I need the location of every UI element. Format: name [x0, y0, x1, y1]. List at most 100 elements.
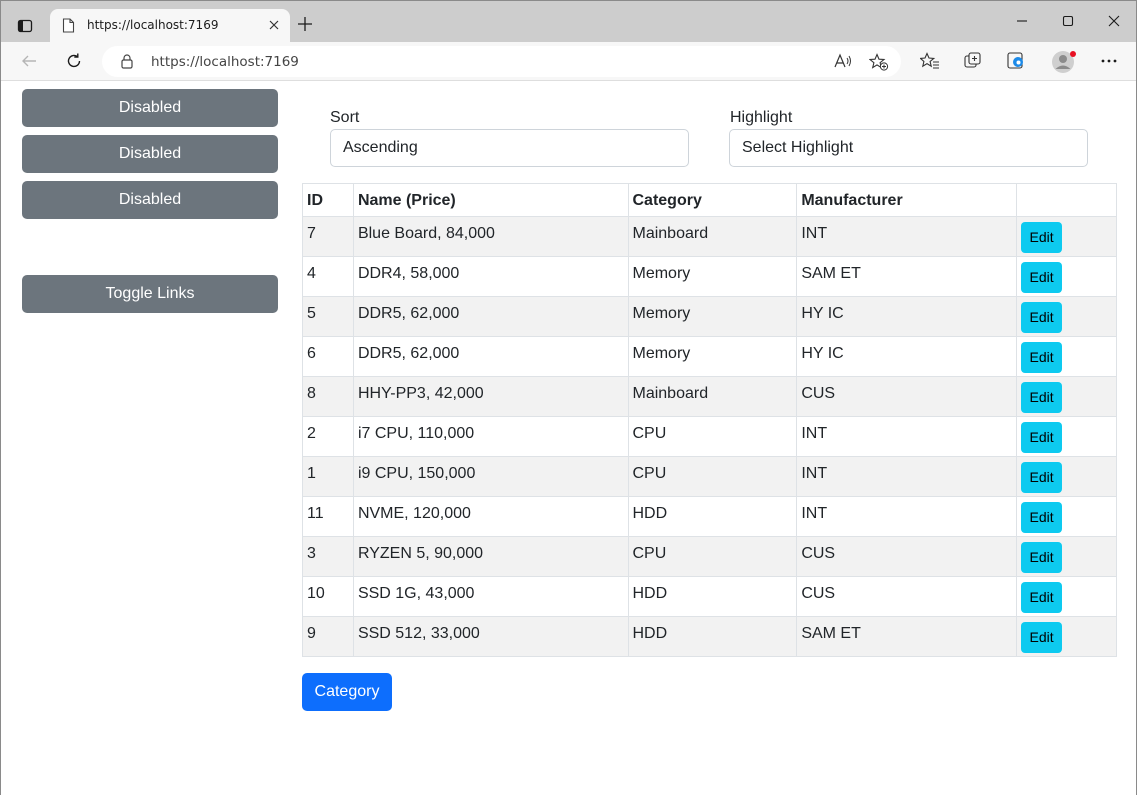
cell-manufacturer: SAM ET: [796, 616, 1018, 657]
favorites-icon[interactable]: [919, 52, 940, 75]
disabled-button-1[interactable]: Disabled: [22, 89, 278, 127]
address-bar[interactable]: https://localhost:7169: [102, 46, 901, 77]
table-row: 1 i9 CPU, 150,000 CPU INT Edit: [302, 456, 1117, 497]
cell-actions: Edit: [1016, 376, 1117, 417]
window-close-icon[interactable]: [1107, 13, 1121, 34]
cell-id: 2: [302, 416, 354, 457]
edit-button[interactable]: Edit: [1021, 502, 1063, 533]
maximize-icon[interactable]: [1062, 13, 1074, 34]
cell-id: 11: [302, 496, 354, 537]
table-row: 3 RYZEN 5, 90,000 CPU CUS Edit: [302, 536, 1117, 577]
edit-button[interactable]: Edit: [1021, 422, 1063, 453]
back-icon[interactable]: [20, 52, 38, 75]
cell-name: DDR5, 62,000: [352, 336, 629, 377]
cell-category: HDD: [627, 576, 798, 617]
cell-name: Blue Board, 84,000: [352, 216, 629, 257]
cell-name: i7 CPU, 110,000: [352, 416, 629, 457]
cell-manufacturer: CUS: [796, 576, 1018, 617]
cell-manufacturer: INT: [796, 216, 1018, 257]
cell-id: 4: [302, 256, 354, 297]
tab-actions-icon[interactable]: [10, 12, 40, 40]
minimize-icon[interactable]: [1016, 13, 1028, 34]
cell-actions: Edit: [1016, 496, 1117, 537]
cell-category: HDD: [627, 496, 798, 537]
table-row: 5 DDR5, 62,000 Memory HY IC Edit: [302, 296, 1117, 337]
table-header-row: ID Name (Price) Category Manufacturer: [302, 183, 1117, 217]
edge-extension-icon[interactable]: [1007, 52, 1027, 75]
cell-category: Memory: [627, 296, 798, 337]
cell-actions: Edit: [1016, 216, 1117, 257]
cell-id: 3: [302, 536, 354, 577]
cell-category: Memory: [627, 336, 798, 377]
table-row: 2 i7 CPU, 110,000 CPU INT Edit: [302, 416, 1117, 457]
cell-category: Mainboard: [627, 216, 798, 257]
browser-toolbar: https://localhost:7169: [1, 42, 1136, 81]
cell-actions: Edit: [1016, 256, 1117, 297]
close-tab-icon[interactable]: [268, 18, 280, 36]
highlight-select[interactable]: Select Highlight: [729, 129, 1088, 167]
cell-manufacturer: HY IC: [796, 296, 1018, 337]
cell-name: DDR5, 62,000: [352, 296, 629, 337]
cell-category: CPU: [627, 416, 798, 457]
cell-name: i9 CPU, 150,000: [352, 456, 629, 497]
cell-actions: Edit: [1016, 576, 1117, 617]
cell-category: CPU: [627, 456, 798, 497]
more-options-icon[interactable]: [1100, 52, 1118, 75]
edit-button[interactable]: Edit: [1021, 262, 1063, 293]
edit-button[interactable]: Edit: [1021, 622, 1063, 653]
edit-button[interactable]: Edit: [1021, 382, 1063, 413]
url-text[interactable]: https://localhost:7169: [151, 54, 299, 70]
cell-category: Mainboard: [627, 376, 798, 417]
lock-icon[interactable]: [121, 54, 133, 74]
add-favorite-icon[interactable]: [868, 53, 889, 76]
edit-button[interactable]: Edit: [1021, 542, 1063, 573]
table-row: 4 DDR4, 58,000 Memory SAM ET Edit: [302, 256, 1117, 297]
sort-select[interactable]: Ascending: [330, 129, 689, 167]
edit-button[interactable]: Edit: [1021, 342, 1063, 373]
profile-avatar-icon[interactable]: [1051, 50, 1077, 79]
products-table: ID Name (Price) Category Manufacturer 7 …: [302, 183, 1117, 657]
column-header-category: Category: [627, 183, 798, 217]
page-content: Disabled Disabled Disabled Toggle Links …: [1, 82, 1136, 795]
cell-actions: Edit: [1016, 336, 1117, 377]
cell-name: SSD 1G, 43,000: [352, 576, 629, 617]
refresh-icon[interactable]: [65, 52, 83, 75]
table-row: 11 NVME, 120,000 HDD INT Edit: [302, 496, 1117, 537]
table-row: 8 HHY-PP3, 42,000 Mainboard CUS Edit: [302, 376, 1117, 417]
disabled-button-3[interactable]: Disabled: [22, 181, 278, 219]
disabled-button-2[interactable]: Disabled: [22, 135, 278, 173]
cell-name: RYZEN 5, 90,000: [352, 536, 629, 577]
highlight-select-value: Select Highlight: [742, 139, 854, 156]
cell-name: SSD 512, 33,000: [352, 616, 629, 657]
cell-name: DDR4, 58,000: [352, 256, 629, 297]
read-aloud-icon[interactable]: [834, 53, 852, 74]
column-header-id: ID: [302, 183, 354, 217]
sort-select-value: Ascending: [343, 139, 418, 156]
edit-button[interactable]: Edit: [1021, 462, 1063, 493]
cell-category: HDD: [627, 616, 798, 657]
edit-button[interactable]: Edit: [1021, 582, 1063, 613]
cell-manufacturer: CUS: [796, 536, 1018, 577]
new-tab-icon[interactable]: [297, 16, 313, 37]
cell-category: CPU: [627, 536, 798, 577]
cell-actions: Edit: [1016, 456, 1117, 497]
column-header-name: Name (Price): [352, 183, 629, 217]
toggle-links-button[interactable]: Toggle Links: [22, 275, 278, 313]
tab-active[interactable]: https://localhost:7169: [50, 9, 290, 42]
column-header-manufacturer: Manufacturer: [796, 183, 1018, 217]
edit-button[interactable]: Edit: [1021, 222, 1063, 253]
cell-id: 7: [302, 216, 354, 257]
cell-id: 1: [302, 456, 354, 497]
table-row: 10 SSD 1G, 43,000 HDD CUS Edit: [302, 576, 1117, 617]
cell-manufacturer: INT: [796, 456, 1018, 497]
cell-actions: Edit: [1016, 416, 1117, 457]
table-row: 7 Blue Board, 84,000 Mainboard INT Edit: [302, 216, 1117, 257]
category-button[interactable]: Category: [302, 673, 392, 711]
cell-actions: Edit: [1016, 616, 1117, 657]
highlight-label: Highlight: [730, 109, 793, 126]
column-header-actions: [1016, 183, 1117, 217]
collections-icon[interactable]: [964, 52, 984, 75]
cell-id: 8: [302, 376, 354, 417]
edit-button[interactable]: Edit: [1021, 302, 1063, 333]
